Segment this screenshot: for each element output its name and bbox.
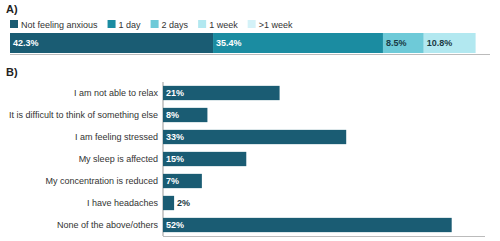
chart: A)Not feeling anxious 1 day 2 days 1 week >1… <box>0 0 500 241</box>
bar-segment <box>424 33 476 53</box>
bar <box>163 130 346 144</box>
bar <box>163 152 246 166</box>
data-label: 52% <box>166 220 184 230</box>
data-label: 10.8% <box>427 38 453 48</box>
tick-label: I am feeling stressed <box>75 132 158 142</box>
data-label: 21% <box>166 88 184 98</box>
legend-label: 1 day <box>119 20 142 30</box>
tick-label: My concentration is reduced <box>45 176 158 186</box>
y-tick-labels: I am not able to relax It is difficult to… <box>9 88 158 230</box>
tick-label: None of the above/others <box>57 220 159 230</box>
data-label: 15% <box>166 154 184 164</box>
data-label: 33% <box>166 132 184 142</box>
x-axis-line <box>163 236 485 237</box>
legend-swatch <box>248 20 256 28</box>
bar <box>163 86 280 100</box>
legend-swatch <box>151 20 159 28</box>
bar-segment <box>383 33 424 53</box>
legend-item: >1 week <box>248 20 293 30</box>
legend-label: 1 week <box>209 20 238 30</box>
bar-segment <box>213 33 383 53</box>
data-label: 7% <box>166 176 179 186</box>
axis-line <box>10 54 490 55</box>
bar <box>163 108 207 122</box>
data-labels: 21% 8% 33% 15% 7% 2% 52% <box>166 88 190 230</box>
bar <box>163 174 202 188</box>
data-label: 2% <box>177 198 190 208</box>
bars <box>163 86 452 232</box>
legend-label: 2 days <box>162 20 189 30</box>
bar <box>163 196 174 210</box>
bar <box>163 218 452 232</box>
tick-label: My sleep is affected <box>79 154 158 164</box>
legend-swatch <box>108 20 116 28</box>
bar-segment <box>10 33 213 53</box>
data-label: 8.5% <box>386 38 407 48</box>
legend-swatch <box>10 20 18 28</box>
data-label: 42.3% <box>13 38 39 48</box>
bars <box>10 33 476 53</box>
legend-label: Not feeling anxious <box>21 20 98 30</box>
legend-swatch <box>198 20 206 28</box>
tick-label: It is difficult to think of something el… <box>9 110 158 120</box>
panel-title: A) <box>6 3 18 15</box>
legend-item: 1 week <box>198 20 238 30</box>
data-label: 8% <box>166 110 179 120</box>
legend-item: 2 days <box>151 20 189 30</box>
data-label: 35.4% <box>216 38 242 48</box>
tick-label: I am not able to relax <box>74 88 159 98</box>
tick-label: I have headaches <box>87 198 159 208</box>
panel-title: B) <box>6 66 18 78</box>
legend-label: >1 week <box>259 20 293 30</box>
data-labels: 42.3% 35.4% 8.5% 10.8% <box>13 38 452 48</box>
legend-item: 1 day <box>108 20 142 30</box>
legend: Not feeling anxious 1 day 2 days 1 week >1 w… <box>10 20 293 30</box>
legend-item: Not feeling anxious <box>10 20 98 30</box>
